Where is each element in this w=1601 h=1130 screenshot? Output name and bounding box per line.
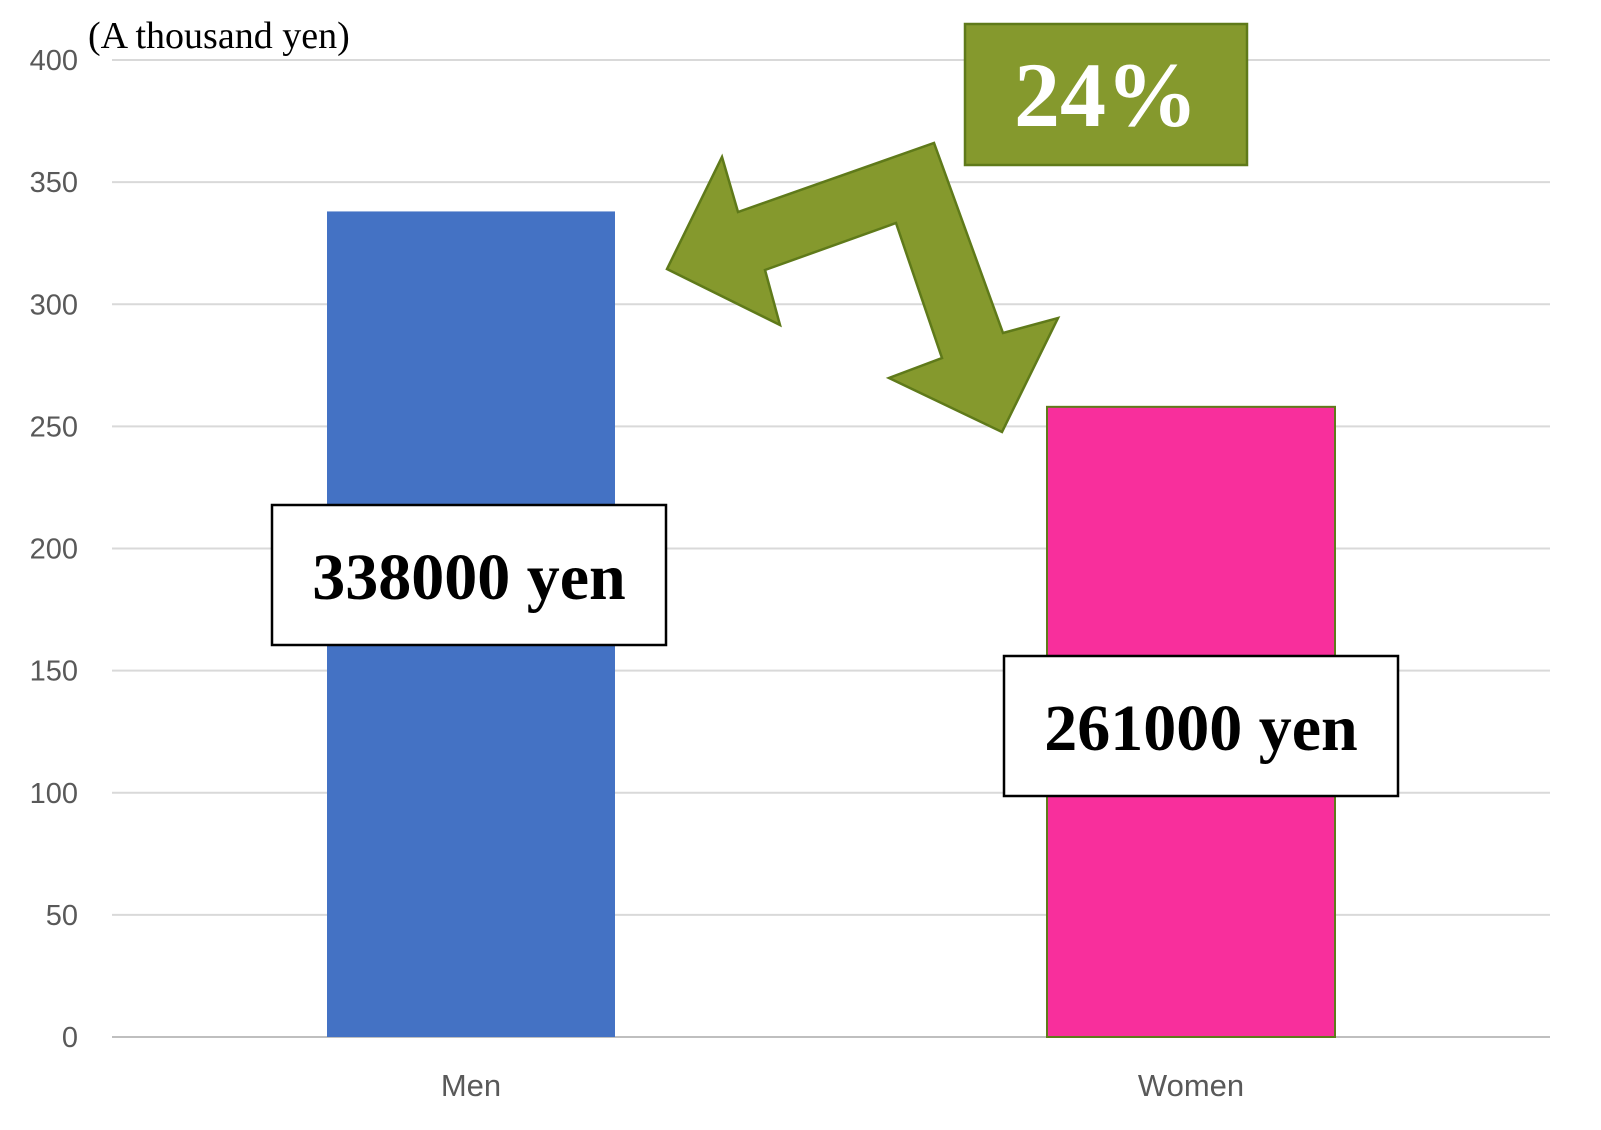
x-category-label: Women <box>1138 1068 1244 1103</box>
data-label: 338000 yen <box>312 541 626 614</box>
arrow-shape <box>665 141 1061 434</box>
y-tick-label: 0 <box>62 1022 78 1054</box>
y-tick-label: 350 <box>30 167 78 199</box>
callout-box <box>270 503 668 647</box>
y-tick-label: 250 <box>30 411 78 443</box>
value-callouts: 338000 yen 261000 yen <box>270 503 1400 798</box>
y-tick-label: 400 <box>30 45 78 77</box>
y-tick-label: 50 <box>46 900 78 932</box>
percent-box <box>963 22 1249 167</box>
y-tick-label: 150 <box>30 656 78 688</box>
y-tick-label: 300 <box>30 289 78 321</box>
y-axis-ticks: 0 50 100 150 200 250 300 350 400 <box>30 45 78 1054</box>
callout-box <box>1002 654 1400 798</box>
x-axis-categories: Men Women <box>441 1068 1244 1103</box>
y-tick-label: 100 <box>30 778 78 810</box>
data-label: 261000 yen <box>1044 692 1358 765</box>
double-arrow-icon <box>665 141 1061 434</box>
percent-label: 24% <box>1014 44 1198 146</box>
y-tick-label: 200 <box>30 534 78 566</box>
y-axis-unit-label: (A thousand yen) <box>88 15 350 57</box>
x-category-label: Men <box>441 1068 501 1103</box>
percent-annotation: 24% <box>963 22 1249 167</box>
